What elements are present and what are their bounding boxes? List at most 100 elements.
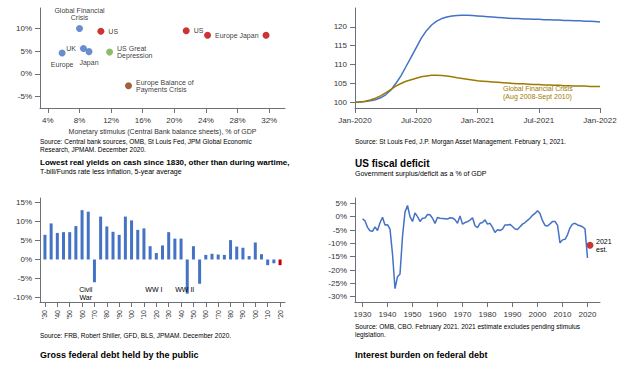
svg-text:US: US [194, 27, 204, 34]
svg-text:'00: '00 [128, 310, 135, 319]
svg-text:1950: 1950 [404, 310, 422, 319]
svg-text:0%: 0% [20, 69, 32, 78]
svg-text:Payments Crisis: Payments Crisis [136, 86, 187, 94]
svg-text:'00: '00 [252, 310, 259, 319]
svg-text:28%: 28% [230, 116, 246, 125]
svg-text:Europe: Europe [51, 61, 74, 69]
svg-text:'60: '60 [202, 310, 209, 319]
svg-text:'90: '90 [239, 310, 246, 319]
svg-text:'50: '50 [190, 310, 197, 319]
svg-text:Europe Balance of: Europe Balance of [136, 78, 194, 86]
svg-text:12%: 12% [103, 116, 119, 125]
svg-text:Global Financial Crisis: Global Financial Crisis [503, 85, 573, 92]
svg-text:Jul-2020: Jul-2020 [401, 116, 432, 125]
svg-text:5%: 5% [20, 47, 32, 56]
svg-text:110: 110 [334, 60, 347, 69]
svg-text:105: 105 [334, 79, 348, 88]
svg-text:'30: '30 [41, 310, 48, 319]
svg-text:-5%: -5% [18, 274, 32, 283]
svg-text:-30%: -30% [328, 292, 347, 301]
svg-text:'80: '80 [227, 310, 234, 319]
svg-text:Jan-2022: Jan-2022 [583, 116, 617, 125]
svg-text:WW II: WW II [175, 286, 194, 293]
svg-text:Source: Central bank sources,: Source: Central bank sources, OMB, St Lo… [40, 138, 252, 145]
svg-text:2021: 2021 [596, 238, 612, 245]
svg-text:Jul-2021: Jul-2021 [523, 116, 554, 125]
svg-text:100: 100 [334, 98, 348, 107]
svg-text:10%: 10% [16, 24, 32, 33]
svg-text:Europe: Europe [215, 32, 238, 40]
svg-text:'10: '10 [264, 310, 271, 319]
svg-text:Gross federal debt held by the: Gross federal debt held by the public [40, 350, 199, 360]
svg-text:-20%: -20% [328, 266, 347, 275]
svg-text:'30: '30 [165, 310, 172, 319]
svg-text:120: 120 [334, 22, 348, 31]
svg-text:1930: 1930 [354, 310, 372, 319]
svg-text:10%: 10% [16, 217, 32, 226]
svg-text:'70: '70 [215, 310, 222, 319]
svg-text:-5%: -5% [333, 226, 347, 235]
svg-text:20%: 20% [166, 116, 182, 125]
svg-text:32%: 32% [261, 116, 277, 125]
svg-text:Monetary stimulus (Central Ban: Monetary stimulus (Central Bank balance … [69, 128, 257, 136]
svg-text:4%: 4% [42, 116, 54, 125]
svg-text:-15%: -15% [328, 252, 347, 261]
svg-text:'90: '90 [116, 310, 123, 319]
svg-text:Depression: Depression [117, 52, 153, 60]
svg-text:0%: 0% [335, 212, 347, 221]
svg-text:-10%: -10% [13, 293, 32, 302]
svg-text:US fiscal deficit: US fiscal deficit [355, 158, 430, 169]
svg-text:'80: '80 [103, 310, 110, 319]
svg-text:-25%: -25% [328, 279, 347, 288]
svg-text:1990: 1990 [504, 310, 522, 319]
svg-text:Jan-2021: Jan-2021 [461, 116, 495, 125]
svg-text:Japan: Japan [79, 59, 98, 67]
svg-text:2010: 2010 [554, 310, 572, 319]
svg-text:1960: 1960 [429, 310, 447, 319]
svg-text:5%: 5% [335, 199, 347, 208]
svg-text:Interest burden on federal deb: Interest burden on federal debt [355, 350, 488, 360]
svg-text:'20: '20 [277, 310, 284, 319]
svg-text:Research, JPMAM. December 2020: Research, JPMAM. December 2020. [40, 146, 146, 153]
svg-text:115: 115 [334, 41, 347, 50]
svg-text:Source: OMB, CBO. February 202: Source: OMB, CBO. February 2021. 2021 es… [355, 323, 581, 331]
svg-text:UK: UK [66, 45, 76, 52]
svg-text:'40: '40 [178, 310, 185, 319]
svg-text:Crisis: Crisis [71, 14, 89, 21]
svg-text:24%: 24% [198, 116, 214, 125]
svg-text:1980: 1980 [479, 310, 497, 319]
svg-text:'20: '20 [153, 310, 160, 319]
svg-text:est.: est. [596, 246, 607, 253]
svg-text:'60: '60 [79, 310, 86, 319]
svg-text:T-bill/Funds rate less inflati: T-bill/Funds rate less inflation, 5-year… [40, 168, 182, 176]
svg-text:5%: 5% [20, 236, 32, 245]
svg-text:15%: 15% [16, 198, 32, 207]
svg-text:'40: '40 [54, 310, 61, 319]
svg-text:Global Financial: Global Financial [54, 7, 105, 14]
svg-text:2000: 2000 [529, 310, 547, 319]
svg-text:'10: '10 [140, 310, 147, 319]
svg-text:legislation.: legislation. [355, 331, 386, 339]
svg-text:16%: 16% [135, 116, 151, 125]
svg-text:War: War [79, 294, 92, 301]
svg-text:Government surplus/deficit as: Government surplus/deficit as a % of GDP [355, 170, 487, 178]
svg-text:Japan: Japan [239, 32, 258, 40]
svg-text:1940: 1940 [379, 310, 397, 319]
svg-text:US: US [108, 28, 118, 35]
svg-text:'70: '70 [91, 310, 98, 319]
svg-text:8%: 8% [74, 116, 86, 125]
svg-text:1970: 1970 [454, 310, 472, 319]
svg-text:Source: FRB, Robert Shiller, G: Source: FRB, Robert Shiller, GFD, BLS, J… [40, 332, 231, 339]
svg-text:Source: St Louis Fed, J.P. Mor: Source: St Louis Fed, J.P. Morgan Asset … [355, 138, 566, 146]
svg-text:2020: 2020 [579, 310, 597, 319]
svg-text:0%: 0% [20, 255, 32, 264]
svg-text:WW I: WW I [145, 286, 162, 293]
svg-text:US Great: US Great [117, 45, 146, 52]
svg-text:'50: '50 [66, 310, 73, 319]
svg-text:-10%: -10% [328, 239, 347, 248]
svg-text:Civil: Civil [79, 286, 93, 293]
svg-text:(Aug 2008-Sept 2010): (Aug 2008-Sept 2010) [503, 93, 572, 101]
svg-text:Jan-2020: Jan-2020 [338, 116, 372, 125]
svg-text:Lowest real yields on cash sin: Lowest real yields on cash since 1830, o… [40, 158, 289, 167]
svg-text:-5%: -5% [18, 92, 32, 101]
